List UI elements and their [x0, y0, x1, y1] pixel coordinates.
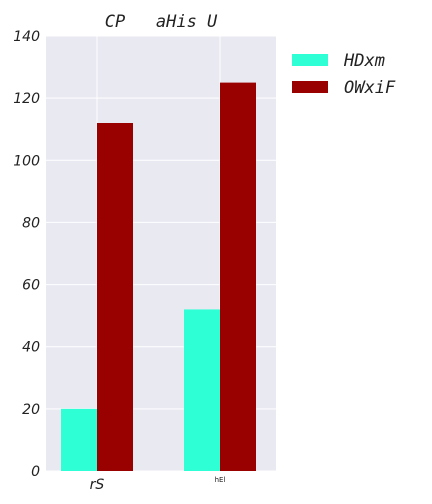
y-tick-label: 40 [22, 340, 40, 356]
y-tick-label: 0 [31, 464, 40, 480]
x-ticks: rS hEl [90, 476, 226, 493]
bar-OWxiF-rS [97, 123, 133, 471]
y-tick-label: 20 [22, 402, 40, 418]
chart-title: CP aHis U [105, 12, 218, 32]
legend-swatch [292, 54, 328, 66]
x-tick-label: rS [90, 477, 105, 493]
legend: HDxm OWxiF [292, 51, 396, 98]
y-tick-label: 140 [13, 29, 40, 45]
y-tick-label: 80 [22, 215, 40, 231]
y-ticks: 0 20 40 60 80 100 120 140 [13, 29, 40, 480]
y-tick-label: 120 [13, 91, 40, 107]
bar-HDxm-rS [61, 408, 97, 471]
bar-HDxm-hEl [184, 309, 220, 471]
legend-label: HDxm [343, 51, 385, 71]
bar-OWxiF-hEl [220, 82, 256, 471]
y-tick-label: 100 [13, 153, 40, 169]
x-tick-label: hEl [215, 476, 226, 484]
legend-label: OWxiF [344, 78, 396, 98]
legend-swatch [292, 81, 328, 93]
bars [61, 82, 256, 471]
y-tick-label: 60 [22, 278, 40, 294]
